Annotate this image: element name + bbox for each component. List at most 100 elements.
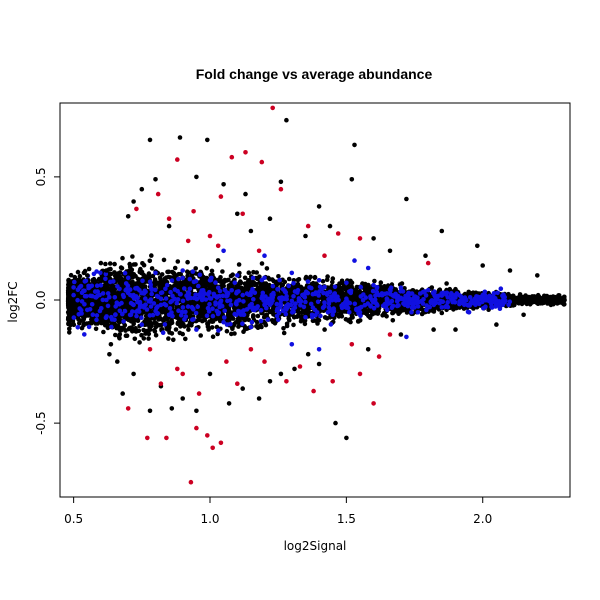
data-point-cloud (117, 332, 123, 337)
data-point-cloud (337, 281, 342, 286)
data-point-cloud (263, 322, 269, 328)
data-point-cloud (215, 258, 221, 263)
data-point-cloud (141, 327, 146, 333)
data-point-cloud (67, 330, 72, 335)
data-point-cloud (86, 266, 92, 272)
data-point-cloud (286, 276, 292, 282)
data-point-cloud (338, 286, 343, 291)
data-point-cloud (139, 332, 144, 338)
data-point-cloud (136, 328, 142, 334)
data-point-cloud (120, 255, 125, 261)
data-point-cloud (444, 281, 449, 286)
data-point-cloud (66, 277, 71, 283)
data-point-cloud (193, 266, 198, 271)
data-point-cloud (548, 296, 553, 302)
data-point-cloud (209, 268, 215, 274)
data-point-cloud (281, 330, 287, 336)
data-point-cloud (362, 281, 368, 287)
data-point-cloud (517, 292, 523, 297)
data-point-cloud (116, 292, 122, 298)
data-point-cloud (68, 272, 74, 278)
data-point-cloud (349, 280, 355, 286)
data-point-cloud (75, 269, 81, 275)
data-point-cloud (161, 257, 167, 263)
data-point-cloud (246, 317, 251, 323)
data-point-cloud (177, 330, 183, 336)
data-point-cloud (186, 327, 191, 332)
data-point-cloud (149, 323, 154, 329)
data-point-cloud (379, 296, 385, 302)
data-point-cloud (226, 317, 231, 323)
data-point-cloud (271, 312, 276, 317)
data-point-cloud (66, 320, 72, 326)
data-point-cloud (299, 314, 305, 320)
chart-title: Fold change vs average abundance (196, 66, 433, 82)
data-point-cloud (149, 253, 154, 258)
data-point-cloud (147, 274, 153, 280)
data-point-cloud (117, 279, 123, 285)
data-point-cloud (429, 285, 435, 290)
data-point-cloud (232, 331, 237, 336)
data-point-cloud (127, 261, 132, 267)
data-point-cloud (210, 334, 216, 340)
data-point-cloud (512, 302, 517, 308)
data-point-cloud (130, 254, 135, 259)
data-point-cloud (131, 262, 137, 267)
data-point-cloud (78, 318, 84, 324)
data-point-cloud (486, 307, 491, 313)
data-point-cloud (271, 278, 277, 284)
data-point-cloud (68, 288, 73, 294)
data-point-cloud (300, 288, 305, 294)
data-point-cloud (324, 277, 330, 283)
data-point-cloud (394, 307, 400, 312)
data-point-cloud (226, 277, 231, 283)
data-point-cloud (149, 266, 155, 271)
data-point-cloud (108, 342, 114, 347)
data-point-cloud (382, 311, 387, 317)
data-point-cloud (199, 302, 205, 308)
data-point-cloud (93, 326, 99, 332)
data-point-cloud (233, 320, 239, 325)
data-point-cloud (225, 312, 231, 317)
data-point-cloud (322, 327, 327, 332)
data-point-cloud (137, 340, 142, 345)
data-point-cloud (206, 327, 211, 332)
data-point-cloud (175, 259, 181, 264)
data-point-cloud (153, 333, 159, 338)
data-point-cloud (254, 270, 259, 275)
data-point-cloud (251, 313, 256, 318)
data-point-cloud (291, 322, 296, 328)
data-point-cloud (255, 313, 261, 319)
data-point-cloud (185, 269, 190, 275)
data-point-cloud (251, 269, 256, 275)
data-point-cloud (357, 318, 363, 323)
point-layer (65, 105, 567, 485)
data-point-cloud (340, 309, 345, 314)
data-point-cloud (561, 302, 567, 307)
data-point-cloud (67, 326, 72, 332)
data-point-cloud (107, 261, 113, 266)
data-point-cloud (382, 284, 387, 289)
data-point-cloud (112, 273, 118, 279)
data-point-cloud (117, 275, 123, 280)
data-point-cloud (167, 325, 172, 330)
data-point-cloud (185, 273, 190, 279)
data-point-cloud (453, 286, 458, 292)
data-point-cloud (312, 274, 318, 280)
data-point-cloud (204, 265, 209, 271)
data-point-cloud (525, 298, 530, 304)
data-point-cloud (313, 281, 319, 287)
data-point-cloud (146, 336, 151, 341)
data-point-cloud (421, 310, 426, 315)
data-point-cloud (214, 324, 220, 330)
data-point-cloud (112, 261, 117, 267)
data-point-cloud (399, 281, 405, 286)
data-point-cloud (119, 325, 125, 331)
data-point-cloud (173, 327, 179, 332)
data-point-cloud (105, 325, 111, 331)
data-point-cloud (312, 318, 318, 323)
data-point-cloud (242, 275, 248, 281)
data-point-cloud (72, 307, 77, 313)
data-point-cloud (246, 270, 252, 276)
data-point-cloud (222, 279, 227, 284)
